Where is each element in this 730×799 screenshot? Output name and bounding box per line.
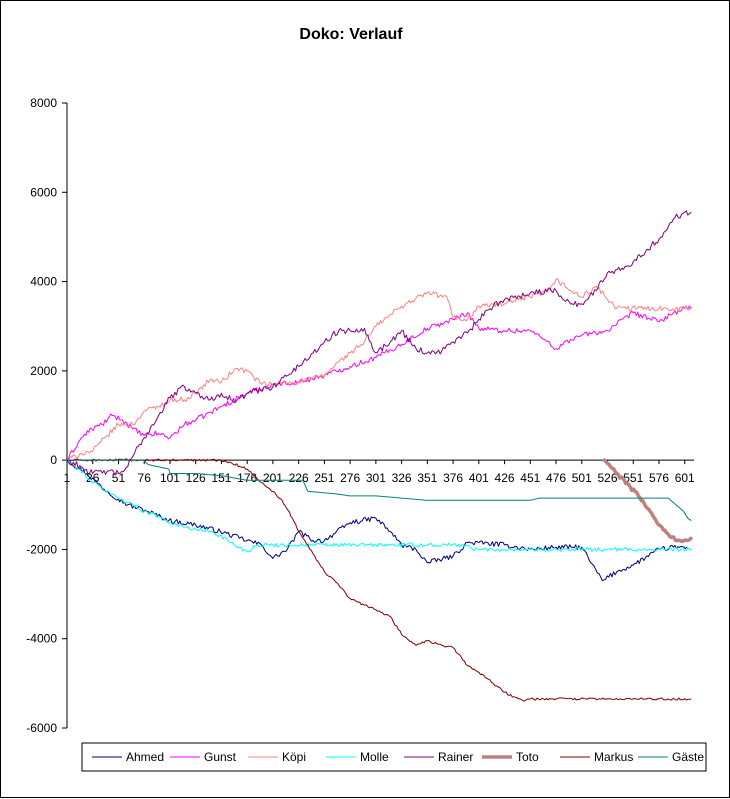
x-tick-label: 226 xyxy=(289,471,309,485)
legend-label: Gäste xyxy=(672,750,704,764)
y-axis: -6000 -4000 -2000 0 2000 4000 6000 8000 xyxy=(26,96,68,735)
y-tick-label: 0 xyxy=(50,453,57,467)
x-tick-label: 276 xyxy=(340,471,360,485)
series-line-molle xyxy=(66,459,692,553)
x-tick-label: 251 xyxy=(314,471,334,485)
y-tick-label: 8000 xyxy=(30,96,57,110)
x-axis: 1 26 51 76 101 126 151 176 201 226 251 276 301 326 351… xyxy=(64,459,695,485)
x-tick-label: 551 xyxy=(623,471,643,485)
x-tick-label: 326 xyxy=(392,471,412,485)
legend-label: Toto xyxy=(516,750,539,764)
x-tick-label: 376 xyxy=(443,471,463,485)
series-line-g-ste xyxy=(66,459,692,521)
y-tick-label: 2000 xyxy=(30,364,57,378)
x-tick-label: 501 xyxy=(572,471,592,485)
y-tick-label: -4000 xyxy=(26,632,57,646)
series-group xyxy=(66,210,693,702)
x-tick-label: 176 xyxy=(237,471,257,485)
x-tick-label: 476 xyxy=(546,471,566,485)
legend-label: Köpi xyxy=(282,750,306,764)
legend: Ahmed Gunst Köpi Molle Rainer Toto Markus Gäste xyxy=(81,742,707,772)
y-tick-label: 6000 xyxy=(30,185,57,199)
y-tick-label: 4000 xyxy=(30,275,57,289)
legend-label: Gunst xyxy=(204,750,237,764)
y-tick-label: -2000 xyxy=(26,542,57,556)
series-line-gunst xyxy=(66,305,692,461)
series-line-rainer xyxy=(66,210,692,476)
x-tick-label: 1 xyxy=(64,471,71,485)
x-tick-label: 426 xyxy=(495,471,515,485)
x-tick-label: 601 xyxy=(675,471,695,485)
series-line-toto xyxy=(602,458,693,544)
x-tick-label: 351 xyxy=(417,471,437,485)
x-tick-label: 101 xyxy=(160,471,180,485)
series-line-markus xyxy=(66,458,692,702)
series-line-ahmed xyxy=(66,459,688,582)
x-tick-label: 151 xyxy=(211,471,231,485)
x-tick-label: 526 xyxy=(598,471,618,485)
y-tick-label: -6000 xyxy=(26,721,57,735)
x-tick-label: 576 xyxy=(649,471,669,485)
legend-label: Rainer xyxy=(438,750,473,764)
legend-label: Molle xyxy=(360,750,389,764)
x-tick-label: 401 xyxy=(469,471,489,485)
x-tick-label: 451 xyxy=(520,471,540,485)
legend-label: Ahmed xyxy=(126,750,164,764)
legend-label: Markus xyxy=(594,750,633,764)
x-tick-label: 126 xyxy=(186,471,206,485)
x-tick-label: 76 xyxy=(138,471,152,485)
x-tick-label: 201 xyxy=(263,471,283,485)
x-tick-label: 301 xyxy=(366,471,386,485)
chart-title: Doko: Verlauf xyxy=(299,26,403,43)
series-line-k-pi xyxy=(66,278,692,461)
